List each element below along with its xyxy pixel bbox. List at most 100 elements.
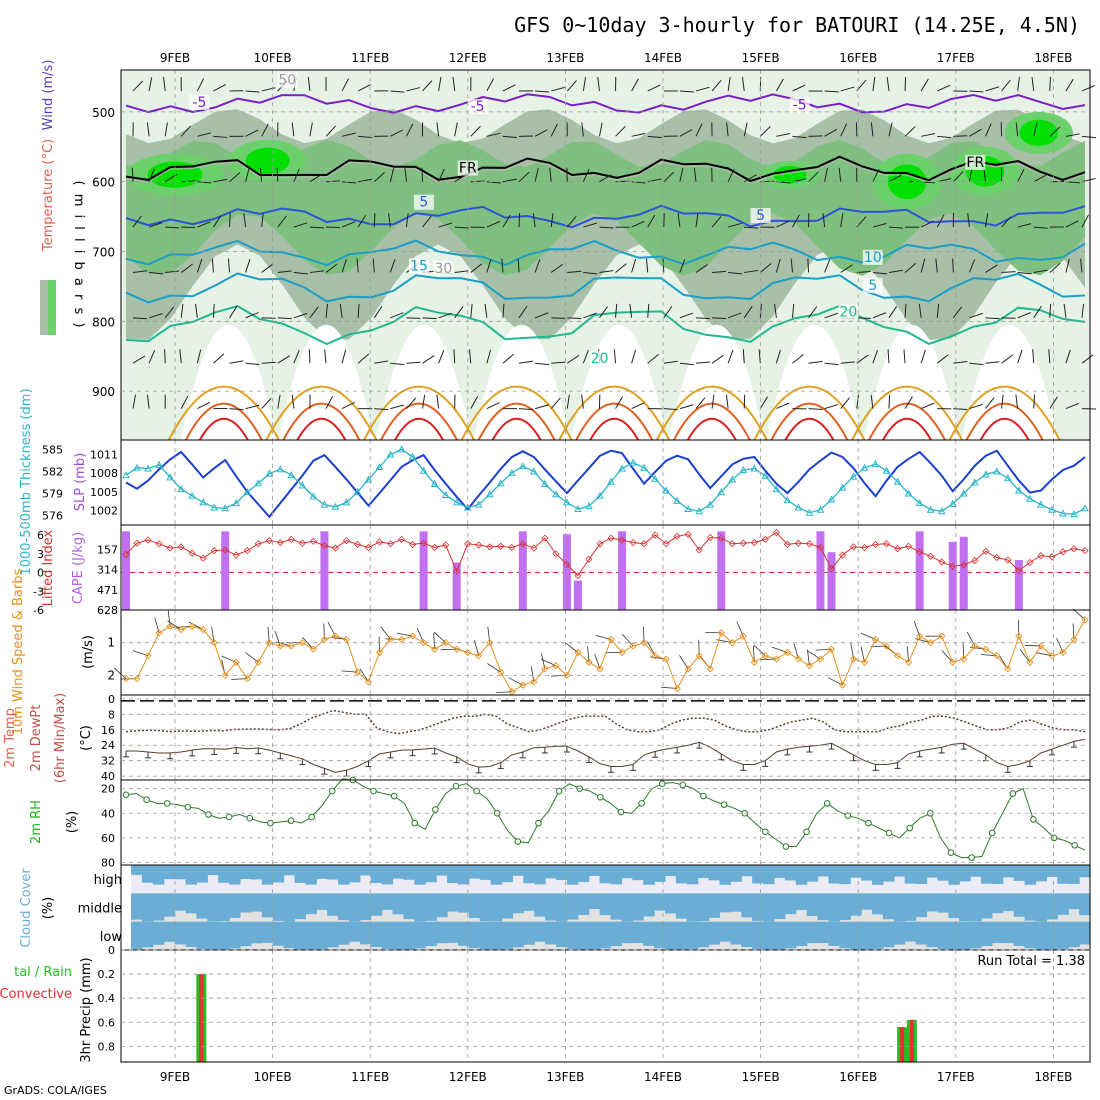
wind-barb <box>1017 223 1032 228</box>
cloud-cell <box>730 921 742 945</box>
wind-barb-10m <box>245 652 259 663</box>
cloud-cell <box>719 921 731 942</box>
precip-label: 3hr Precip (mm) <box>79 957 94 1062</box>
thickness-point <box>871 460 880 468</box>
lifted-index-point <box>254 540 262 548</box>
cloud-cell <box>654 893 666 911</box>
wind-barb <box>180 263 193 273</box>
lifted-index-point <box>144 536 152 544</box>
wind-speed-point <box>816 655 825 663</box>
wind-barb <box>904 396 913 409</box>
cloud-cell <box>392 893 405 915</box>
wind-barb <box>374 360 389 364</box>
warm-contour <box>753 385 866 441</box>
cloud-cell <box>479 893 492 922</box>
cape-tick: 157 <box>97 543 118 556</box>
wind-barb <box>599 226 614 229</box>
cloud-cell <box>283 921 296 949</box>
lifted-index-point <box>508 543 516 552</box>
precip-tick: 0.8 <box>98 1040 116 1053</box>
thickness-point <box>849 472 858 480</box>
cloud-cell <box>207 921 219 950</box>
wind-barb <box>599 174 612 183</box>
date-tick-bottom: 13FEB <box>546 1070 584 1084</box>
thickness-point <box>122 471 130 479</box>
wind-barb <box>1017 271 1032 275</box>
wind-barb <box>872 222 887 228</box>
cloud-cell <box>316 921 328 950</box>
wind-barb <box>1049 262 1061 273</box>
wind-speed-point <box>982 645 990 653</box>
wind-barb <box>920 258 926 273</box>
wind-barb <box>679 312 694 319</box>
wind-barb <box>856 354 869 364</box>
lifted-index-point <box>916 548 924 556</box>
date-tick-top: 12FEB <box>449 51 487 65</box>
wind-barb <box>341 78 350 92</box>
date-tick-top: 18FEB <box>1034 51 1072 65</box>
cloud-cell <box>141 921 154 948</box>
contour-label: FR <box>966 155 984 171</box>
wind-barb <box>243 213 247 228</box>
cloud-cell <box>294 893 306 920</box>
wind-barb <box>550 397 561 409</box>
lifted-index-point <box>905 542 913 550</box>
wind-barb <box>742 349 745 364</box>
contour-label-bg <box>862 249 883 265</box>
cloud-cell <box>621 921 633 944</box>
panel-frame <box>120 949 1091 1063</box>
lifted-index-point <box>442 541 450 549</box>
cape-bar <box>562 534 571 610</box>
thickness-point <box>563 498 571 506</box>
cloud-cell <box>654 865 666 882</box>
lifted-index-line <box>125 531 1086 577</box>
wind-barb <box>937 84 951 92</box>
thickness-point <box>364 475 373 483</box>
lifted-index-point <box>409 540 417 548</box>
wind-barb <box>293 312 308 319</box>
wind-barb <box>261 87 276 92</box>
wind-barb <box>920 402 935 410</box>
lifted-index-point <box>342 537 351 545</box>
wind-barb <box>1065 402 1080 410</box>
lifted-index-point <box>298 539 306 547</box>
thickness-point <box>739 465 748 473</box>
cloud-cell <box>305 865 317 885</box>
date-tick-bottom: 14FEB <box>644 1070 682 1084</box>
rh-tick: 20 <box>101 783 115 796</box>
thickness-point <box>375 462 384 471</box>
surface-panels <box>113 445 1091 1062</box>
wind-barb <box>566 80 577 92</box>
thickness-point <box>607 477 615 485</box>
wind-barb <box>454 226 469 229</box>
wind-barb <box>180 395 189 409</box>
minmax-label: (6hr Min/Max) <box>53 693 68 783</box>
rh-point <box>906 824 913 832</box>
wind-barb <box>567 270 582 273</box>
cloud-cell <box>403 865 415 880</box>
wind-barb <box>1081 135 1096 139</box>
wind-barb <box>132 355 146 364</box>
wind-barb <box>390 404 405 410</box>
wind-barb <box>695 123 703 137</box>
wind-barb <box>405 213 409 228</box>
wind-barb <box>390 362 405 366</box>
wind-barb <box>245 312 259 319</box>
lifted-index-point <box>949 562 957 570</box>
thickness-point <box>706 500 715 508</box>
wind-barb-10m <box>679 655 689 670</box>
warm-contour <box>282 402 361 441</box>
wind-speed-point <box>938 632 946 640</box>
cloud-cell <box>621 865 633 879</box>
cloud-cell <box>795 921 808 947</box>
cape-bar <box>452 562 461 610</box>
ylabel-millibars: ( m i l l i b a r s ) <box>71 181 86 330</box>
rh-point <box>1071 841 1078 849</box>
wind-barb <box>663 171 675 183</box>
wind-barb <box>454 122 458 137</box>
cloud-cell <box>1068 865 1080 884</box>
cloud-cell <box>545 865 557 879</box>
wind-speed-point <box>706 665 714 673</box>
thickness-point <box>1026 494 1034 502</box>
wind-barb-10m <box>753 644 766 657</box>
